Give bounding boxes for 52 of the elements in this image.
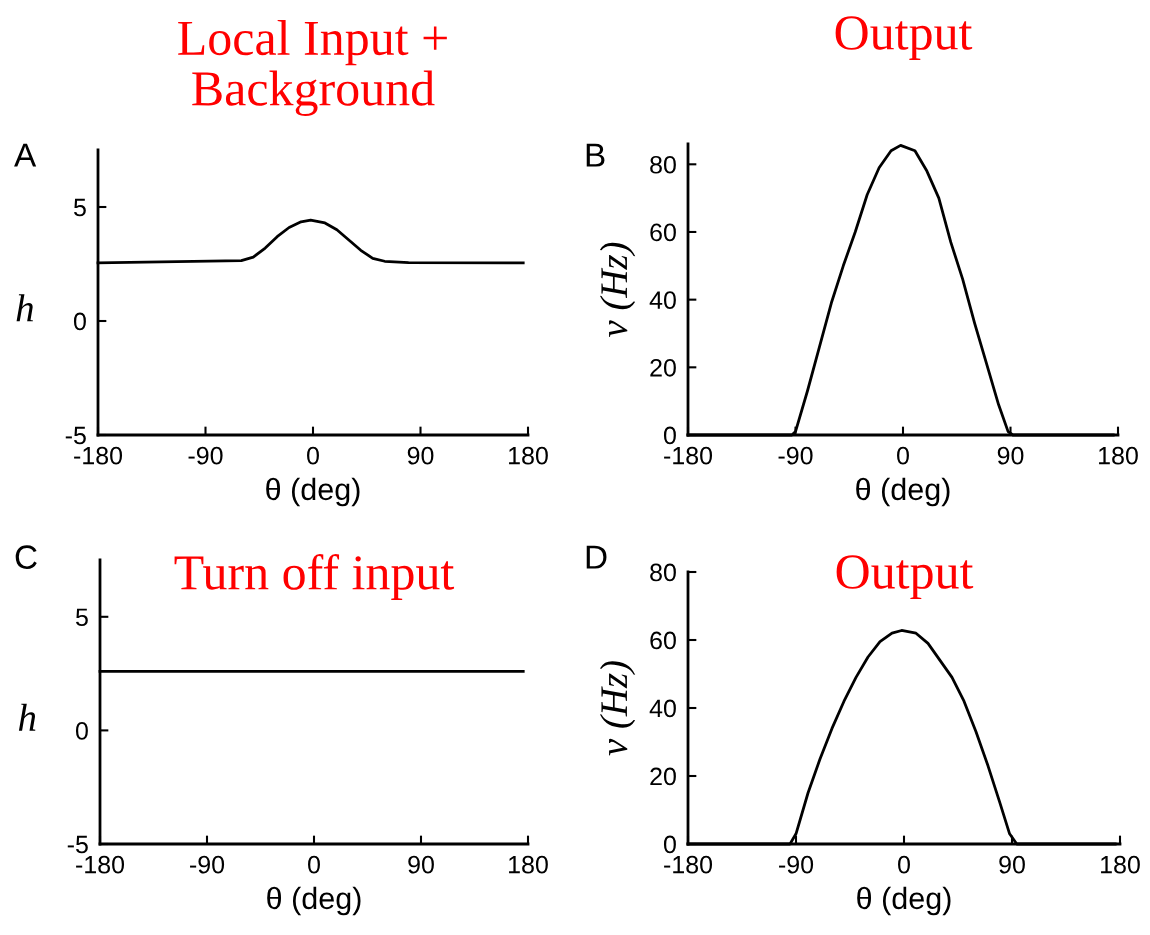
- y-tick-label: 5: [75, 608, 88, 627]
- y-tick-label: 5: [73, 198, 86, 217]
- x-tick-label: 180: [509, 446, 548, 465]
- x-axis-title: θ (deg): [267, 886, 361, 916]
- x-tick-label: 90: [408, 855, 434, 874]
- y-tick-label: 0: [73, 312, 86, 331]
- y-tick-label: 80: [650, 563, 676, 582]
- y-tick-label: 40: [649, 291, 676, 309]
- x-tick-label: 90: [999, 855, 1025, 874]
- x-tick-label: -90: [190, 855, 225, 874]
- x-axis-title: θ (deg): [856, 477, 950, 507]
- y-tick-label: -5: [67, 835, 88, 854]
- x-tick-label: -90: [188, 446, 223, 465]
- x-tick-label: 90: [407, 446, 434, 465]
- chart-title: Output: [836, 555, 974, 600]
- y-tick-label: 80: [650, 155, 676, 174]
- x-tick-label: 180: [1099, 446, 1138, 465]
- y-tick-label: 20: [650, 358, 676, 377]
- x-tick-label: -90: [778, 446, 813, 465]
- x-tick-label: -180: [664, 855, 713, 874]
- y-axis-title: v (Hz): [599, 242, 636, 338]
- text: B: [586, 143, 605, 167]
- x-tick-label: 0: [898, 855, 910, 874]
- y-tick-label: 0: [663, 835, 676, 854]
- x-tick-label: -90: [779, 855, 814, 874]
- x-tick-label: 0: [897, 446, 909, 465]
- text: A: [14, 143, 37, 167]
- text: D: [586, 545, 607, 569]
- x-axis-title: θ (deg): [857, 886, 951, 916]
- x-tick-label: 180: [1101, 855, 1140, 874]
- text: C: [15, 545, 37, 569]
- x-tick-label: -180: [76, 855, 125, 874]
- x-tick-label: -180: [74, 446, 123, 465]
- x-tick-label: 180: [509, 855, 548, 874]
- y-axis-title: h: [18, 703, 36, 731]
- y-axis-title: h: [16, 294, 34, 322]
- y-tick-label: 0: [75, 722, 88, 740]
- x-tick-label: 90: [997, 446, 1024, 465]
- x-tick-label: 0: [308, 855, 320, 874]
- y-tick-label: 60: [650, 223, 676, 242]
- y-tick-label: -5: [65, 426, 86, 445]
- x-tick-label: 0: [307, 446, 319, 465]
- chart-title: Local Input + Background: [178, 19, 447, 117]
- chart-title: Output: [835, 16, 973, 61]
- y-tick-label: 20: [650, 767, 676, 786]
- x-axis-title: θ (deg): [266, 477, 360, 507]
- y-axis-title: v (Hz): [599, 661, 636, 756]
- x-tick-label: -180: [664, 446, 713, 465]
- chart-title: Turn off input: [174, 554, 455, 600]
- y-tick-label: 40: [649, 699, 676, 718]
- y-tick-label: 0: [663, 426, 676, 445]
- y-tick-label: 60: [650, 631, 676, 650]
